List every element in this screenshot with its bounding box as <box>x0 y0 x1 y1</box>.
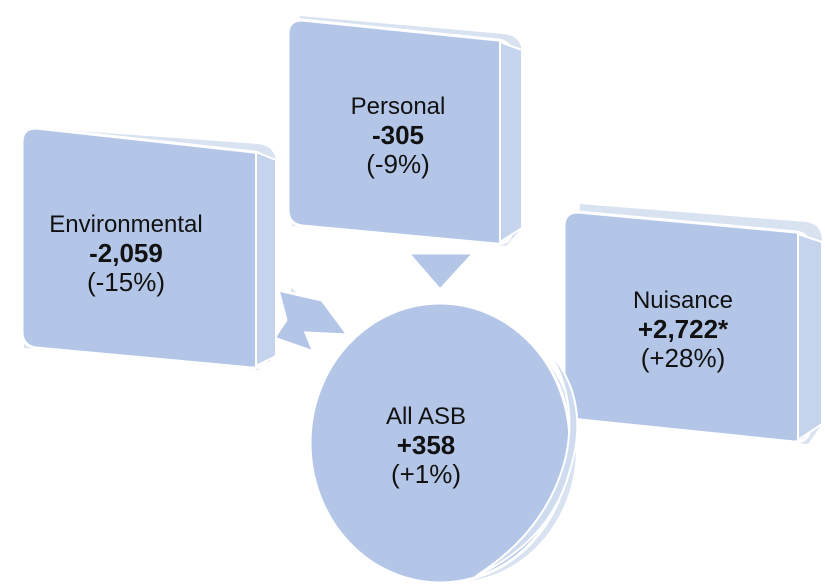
nuisance-label: Nuisance +2,722* (+28%) <box>598 287 768 373</box>
environmental-arrow <box>271 283 352 355</box>
environmental-box <box>20 126 277 370</box>
personal-percent: (-9%) <box>366 148 430 179</box>
nuisance-percent: (+28%) <box>640 342 726 373</box>
all-asb-disc <box>308 301 579 585</box>
nuisance-name: Nuisance <box>632 287 734 314</box>
nuisance-box <box>562 204 823 444</box>
personal-arrow <box>404 251 478 294</box>
personal-label: Personal -305 (-9%) <box>320 93 476 179</box>
environmental-name: Environmental <box>49 211 203 238</box>
environmental-label: Environmental -2,059 (-15%) <box>34 211 218 297</box>
environmental-percent: (-15%) <box>86 266 165 297</box>
all-asb-change: +358 <box>396 429 456 460</box>
all-asb-percent: (+1%) <box>390 458 462 489</box>
personal-name: Personal <box>350 93 446 120</box>
nuisance-change: +2,722* <box>637 313 729 344</box>
personal-change: -305 <box>371 119 425 150</box>
all-asb-label: All ASB +358 (+1%) <box>356 403 496 489</box>
all-asb-name: All ASB <box>385 403 467 430</box>
personal-box <box>286 16 523 246</box>
environmental-change: -2,059 <box>89 237 163 268</box>
